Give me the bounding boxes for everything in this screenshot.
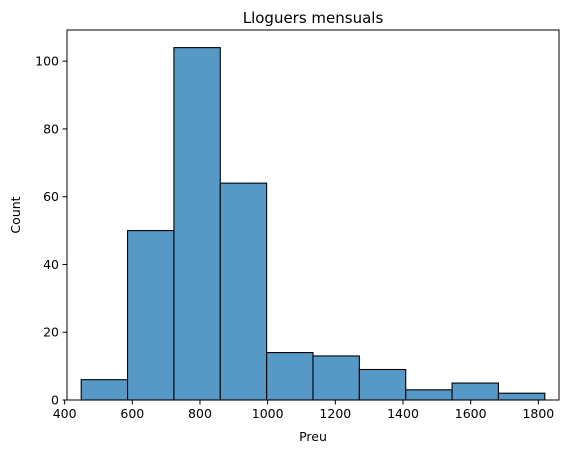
- histogram-bar: [266, 352, 314, 401]
- y-tick-label: 40: [43, 257, 59, 272]
- histogram-bar: [312, 355, 360, 401]
- histogram-bar: [80, 379, 129, 401]
- x-axis-label: Preu: [299, 429, 327, 444]
- x-tick-label: 1800: [522, 406, 554, 421]
- y-tick-label: 100: [35, 54, 59, 69]
- x-tick-label: 1000: [252, 406, 284, 421]
- y-tick-label: 20: [43, 325, 59, 340]
- x-tick-label: 400: [53, 406, 77, 421]
- y-tick-label: 80: [43, 121, 59, 136]
- histogram-bar: [219, 182, 268, 401]
- x-tick-label: 1400: [387, 406, 419, 421]
- x-tick-label: 600: [120, 406, 144, 421]
- bars-layer: [80, 47, 546, 401]
- x-tick-label: 1600: [455, 406, 487, 421]
- axes-layer: 400 600 800 1000 1200 1400 1600 1800 0 20 40 60 80 10…: [35, 29, 560, 421]
- histogram-bar: [127, 230, 175, 401]
- chart-title: Lloguers mensuals: [243, 9, 384, 27]
- y-tick-label: 0: [51, 393, 59, 408]
- y-axis-label: Count: [8, 196, 23, 233]
- x-tick-label: 800: [188, 406, 212, 421]
- histogram-bar: [451, 382, 499, 401]
- histogram-bar: [358, 368, 407, 401]
- x-tick-label: 1200: [319, 406, 351, 421]
- histogram-bar: [405, 389, 453, 401]
- plot-frame: [66, 29, 560, 401]
- y-tick-label: 60: [43, 189, 59, 204]
- histogram-bar: [173, 47, 221, 401]
- histogram-bar: [497, 392, 546, 401]
